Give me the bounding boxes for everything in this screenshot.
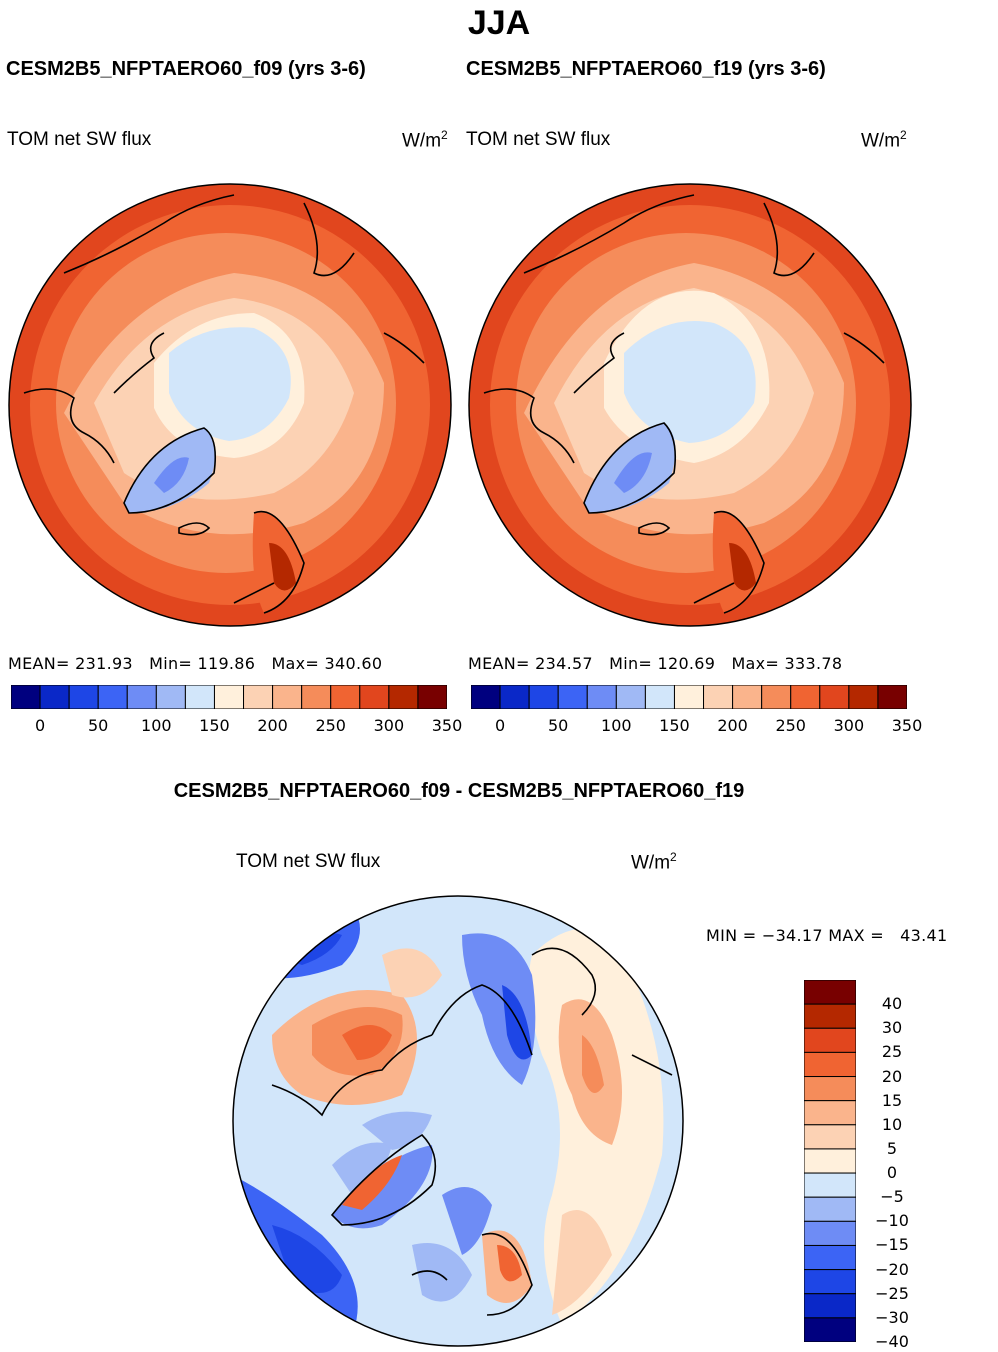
colorbar-tick-label: 250 <box>315 716 346 735</box>
colorbar-box <box>804 1293 856 1319</box>
colorbar-box <box>155 685 186 709</box>
colorbar-box <box>804 1269 856 1295</box>
colorbar-box <box>301 685 332 709</box>
colorbar-tick-label: 40 <box>881 994 903 1014</box>
colorbar-tick-label: 300 <box>833 716 865 735</box>
colorbar-box <box>499 685 530 709</box>
colorbar-tick-label: 0 <box>886 1163 898 1183</box>
colorbar-box <box>804 980 856 1005</box>
colorbar-box <box>471 685 501 709</box>
colorbar-box <box>761 685 792 709</box>
colorbar-tick-label: 200 <box>257 716 288 735</box>
colorbar-box <box>68 685 99 709</box>
colorbar-box <box>804 1196 856 1222</box>
colorbar-box <box>39 685 70 709</box>
colorbar-box <box>703 685 734 709</box>
colorbar-tick-label: 15 <box>881 1090 903 1110</box>
colorbar-box <box>11 685 41 709</box>
colorbar-box <box>819 685 850 709</box>
colorbar-box <box>877 685 907 709</box>
colorbar-tick-label: 30 <box>881 1018 903 1038</box>
colorbar-tick-label: 250 <box>775 716 806 735</box>
colorbar-box <box>804 1003 856 1029</box>
colorbar-box <box>804 1124 856 1150</box>
colorbar-tick-label: −5 <box>880 1187 904 1207</box>
colorbar-tick-label: 0 <box>34 716 46 735</box>
colorbar-box <box>359 685 390 709</box>
colorbar-tick-label: −15 <box>875 1235 909 1255</box>
panel-f09-map <box>8 183 452 627</box>
colorbar-tick-label: 150 <box>659 716 690 735</box>
colorbar-tick-label: 100 <box>141 716 172 735</box>
colorbar-tick-label: 150 <box>199 716 230 735</box>
diff-units: W/m2 <box>631 850 677 874</box>
panel-f19-map <box>468 183 912 627</box>
diff-colorbar-ticks: 40 30 25 20 15 10 5 0 −5 −10 −15 −20 −25 −30 −40 <box>858 980 938 1351</box>
colorbar-tick-label: 20 <box>881 1066 903 1086</box>
panel-f19-stats: MEAN= 234.57 Min= 120.69 Max= 333.78 <box>468 654 843 673</box>
season-title: JJA <box>467 4 531 42</box>
colorbar-box <box>673 685 705 709</box>
colorbar-tick-label: 50 <box>88 716 109 735</box>
colorbar-box <box>615 685 646 709</box>
panel-f09-colorbar <box>11 685 447 709</box>
diff-title: CESM2B5_NFPTAERO60_f09 - CESM2B5_NFPTAER… <box>173 780 745 802</box>
colorbar-tick-label: −25 <box>875 1283 909 1303</box>
colorbar-tick-label: 0 <box>494 716 506 735</box>
panel-f09-title: CESM2B5_NFPTAERO60_f09 (yrs 3-6) <box>6 58 366 80</box>
colorbar-tick-label: −10 <box>875 1211 909 1231</box>
colorbar-tick-label: 200 <box>717 716 748 735</box>
colorbar-tick-label: 350 <box>431 716 463 735</box>
colorbar-box <box>804 1244 856 1271</box>
colorbar-tick-label: −30 <box>875 1307 909 1327</box>
colorbar-box <box>804 1051 856 1078</box>
colorbar-box <box>272 685 303 709</box>
colorbar-tick-label: −40 <box>875 1332 909 1351</box>
diff-colorbar <box>804 980 856 1342</box>
colorbar-box <box>804 1100 856 1126</box>
panel-f19-variable: TOM net SW flux <box>466 129 611 150</box>
colorbar-box <box>804 1317 856 1342</box>
panel-f19-colorbar-ticks: 0 50 100 150 200 250 300 350 <box>471 716 922 738</box>
panel-f19-colorbar <box>471 685 907 709</box>
colorbar-box <box>330 685 361 709</box>
colorbar-box <box>388 685 419 709</box>
colorbar-box <box>790 685 821 709</box>
colorbar-box <box>528 685 559 709</box>
colorbar-box <box>804 1027 856 1053</box>
colorbar-tick-label: −20 <box>875 1259 909 1279</box>
colorbar-tick-label: 10 <box>881 1114 903 1134</box>
colorbar-tick-label: 350 <box>891 716 923 735</box>
colorbar-box <box>213 685 245 709</box>
panel-f09-colorbar-ticks: 0 50 100 150 200 250 300 350 <box>11 716 462 738</box>
colorbar-box <box>126 685 157 709</box>
colorbar-box <box>243 685 274 709</box>
colorbar-box <box>557 685 588 709</box>
colorbar-box <box>644 685 675 709</box>
colorbar-box <box>804 1220 856 1246</box>
colorbar-tick-label: 25 <box>881 1042 903 1062</box>
colorbar-box <box>97 685 128 709</box>
diff-variable: TOM net SW flux <box>236 851 381 872</box>
colorbar-box <box>732 685 763 709</box>
colorbar-box <box>804 1076 856 1102</box>
colorbar-tick-label: 50 <box>548 716 569 735</box>
colorbar-box <box>586 685 617 709</box>
colorbar-tick-label: 5 <box>886 1138 898 1158</box>
panel-f19-title: CESM2B5_NFPTAERO60_f19 (yrs 3-6) <box>466 58 826 80</box>
colorbar-box <box>417 685 447 709</box>
panel-f19-units: W/m2 <box>861 128 907 152</box>
colorbar-box <box>804 1148 856 1174</box>
colorbar-tick-label: 300 <box>373 716 405 735</box>
diff-stats: MIN = −34.17 MAX = 43.41 <box>706 926 948 945</box>
diff-map <box>232 895 684 1347</box>
panel-f09-stats: MEAN= 231.93 Min= 119.86 Max= 340.60 <box>8 654 383 673</box>
colorbar-box <box>848 685 879 709</box>
panel-f09-variable: TOM net SW flux <box>7 129 152 150</box>
colorbar-tick-label: 100 <box>601 716 632 735</box>
panel-f09-units: W/m2 <box>402 128 448 152</box>
colorbar-box <box>804 1172 856 1198</box>
colorbar-box <box>184 685 215 709</box>
